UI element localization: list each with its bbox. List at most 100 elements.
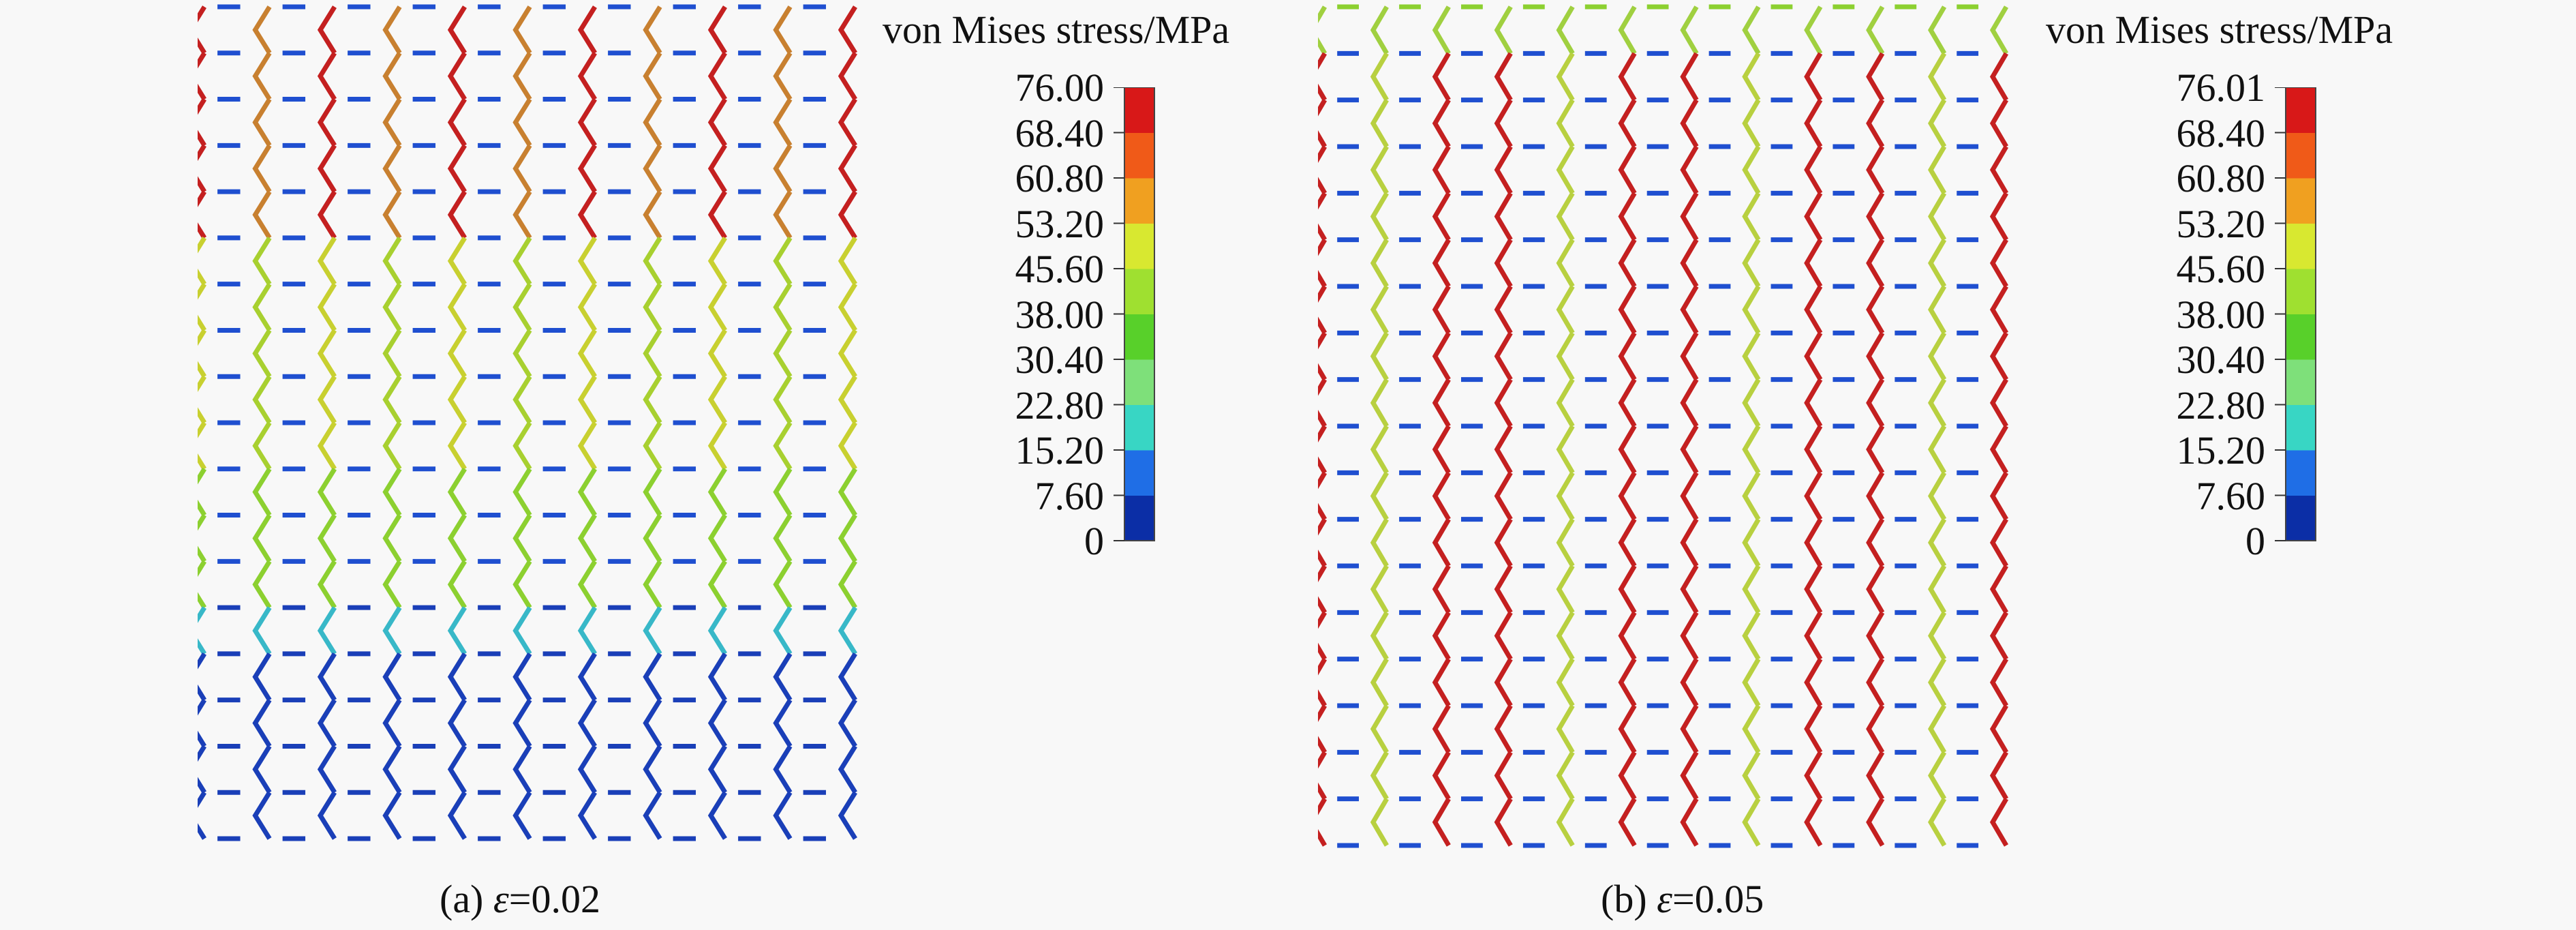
lattice-strut [512, 791, 532, 840]
lattice-strut [577, 5, 597, 55]
lattice-strut [1989, 331, 2009, 381]
lattice-strut [1742, 52, 1761, 102]
lattice-strut [1742, 238, 1761, 288]
lattice-strut [1742, 797, 1761, 847]
colorbar-tick-label: 22.80 [1015, 382, 1105, 427]
lattice-strut [1680, 98, 1699, 148]
lattice-strut [838, 698, 857, 748]
lattice-strut [1928, 378, 1947, 427]
lattice-strut [577, 606, 597, 655]
caption-a-value: =0.02 [508, 877, 600, 921]
colorbar-segment [2286, 314, 2316, 360]
lattice-strut [1804, 378, 1823, 427]
lattice-strut [1494, 611, 1513, 661]
lattice-strut [1804, 145, 1823, 195]
lattice-strut [1618, 471, 1637, 521]
lattice-strut [838, 745, 857, 794]
lattice-strut [838, 375, 857, 424]
lattice-strut [512, 375, 532, 424]
lattice-strut [773, 652, 793, 702]
colorbar-segment [2286, 87, 2316, 133]
lattice-strut [1680, 751, 1699, 800]
lattice-strut [773, 421, 793, 470]
lattice-strut [577, 698, 597, 748]
lattice-strut [1866, 565, 1885, 614]
caption-b: (b) ε=0.05 [1601, 876, 1764, 922]
lattice-strut [1556, 751, 1575, 800]
lattice-strut [1866, 611, 1885, 661]
lattice-strut [1989, 611, 2009, 661]
lattice-strut [577, 97, 597, 147]
lattice-strut [1866, 471, 1885, 521]
lattice-strut [1370, 471, 1389, 521]
lattice-strut [643, 51, 662, 101]
lattice-strut [317, 698, 337, 748]
lattice-strut [1432, 145, 1451, 195]
lattice-strut [198, 190, 206, 239]
lattice-strut [1928, 238, 1947, 288]
lattice-strut [1989, 238, 2009, 288]
lattice-strut [512, 467, 532, 517]
lattice-strut [1494, 518, 1513, 567]
lattice-strut [252, 421, 272, 470]
lattice-strut [1804, 611, 1823, 661]
lattice-strut [198, 513, 206, 563]
lattice-strut [1432, 704, 1451, 754]
legend-title-a: von Mises stress/MPa [883, 7, 1230, 52]
lattice-strut [1866, 378, 1885, 427]
lattice-strut [447, 513, 467, 563]
lattice-strut [1432, 331, 1451, 381]
lattice-strut [317, 97, 337, 147]
lattice-strut [1556, 331, 1575, 381]
colorbar-segment [2286, 450, 2316, 496]
colorbar-segment [2286, 269, 2316, 314]
colorbar-segment [1124, 495, 1154, 541]
lattice-strut [1989, 98, 2009, 148]
lattice-strut [1989, 52, 2009, 102]
lattice-strut [1989, 425, 2009, 475]
lattice-strut [1318, 145, 1328, 195]
lattice-strut [1494, 565, 1513, 614]
colorbar-segment [1124, 223, 1154, 269]
lattice-strut [1618, 331, 1637, 381]
lattice-strut [1928, 98, 1947, 148]
lattice-svg [1318, 4, 2009, 848]
lattice-strut [838, 606, 857, 655]
lattice-strut [1556, 378, 1575, 427]
lattice-strut [1804, 797, 1823, 847]
lattice-strut [1318, 797, 1328, 847]
lattice-strut [1989, 192, 2009, 241]
lattice-strut [1318, 285, 1328, 335]
lattice-strut [1494, 425, 1513, 475]
colorbar-tick-label: 53.20 [1015, 201, 1105, 246]
lattice-strut [252, 329, 272, 378]
lattice-strut [707, 513, 727, 563]
lattice-strut [773, 606, 793, 655]
lattice-strut [1680, 145, 1699, 195]
lattice-strut [773, 745, 793, 794]
lattice-strut [512, 606, 532, 655]
lattice-strut [643, 375, 662, 424]
lattice-strut [1742, 611, 1761, 661]
lattice-strut [773, 698, 793, 748]
colorbar-b: 76.01 68.40 60.80 53.20 45.60 38.00 30.40 22.80… [2115, 68, 2402, 582]
lattice-strut [1556, 285, 1575, 335]
lattice-strut [252, 375, 272, 424]
lattice-strut [1494, 657, 1513, 707]
colorbar-tick-label: 15.20 [2176, 428, 2266, 472]
lattice-strut [1556, 52, 1575, 102]
lattice-strut [1618, 378, 1637, 427]
lattice-strut [1804, 98, 1823, 148]
lattice-strut [382, 421, 402, 470]
lattice-strut [1370, 331, 1389, 381]
lattice-strut [447, 97, 467, 147]
lattice-strut [252, 51, 272, 101]
lattice-strut [382, 97, 402, 147]
lattice-strut [1432, 98, 1451, 148]
lattice-strut [1866, 5, 1885, 55]
lattice-strut [1804, 331, 1823, 381]
colorbar-tick-label: 60.80 [1015, 156, 1105, 200]
lattice-strut [1928, 657, 1947, 707]
lattice-strut [1370, 5, 1389, 55]
lattice-strut [1742, 378, 1761, 427]
